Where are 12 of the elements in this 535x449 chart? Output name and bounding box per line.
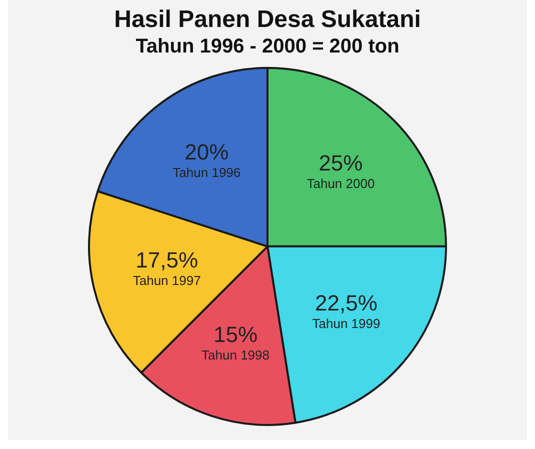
data-label: 22,5% [315,290,378,316]
slice-label: Tahun 2000 [306,176,375,191]
slice-label: Tahun 1996 [172,165,241,180]
chart-title: Hasil Panen Desa Sukatani [114,6,421,34]
chart-subtitle: Tahun 1996 - 2000 = 200 ton [136,35,400,58]
data-label: 25% [318,150,363,176]
data-label: 15% [213,322,258,347]
slice-label: Tahun 1999 [312,316,380,332]
data-label: 20% [184,140,229,165]
slice-label: Tahun 1997 [132,273,201,288]
slice-label: Tahun 1998 [202,347,270,362]
data-label: 17,5% [136,248,198,273]
